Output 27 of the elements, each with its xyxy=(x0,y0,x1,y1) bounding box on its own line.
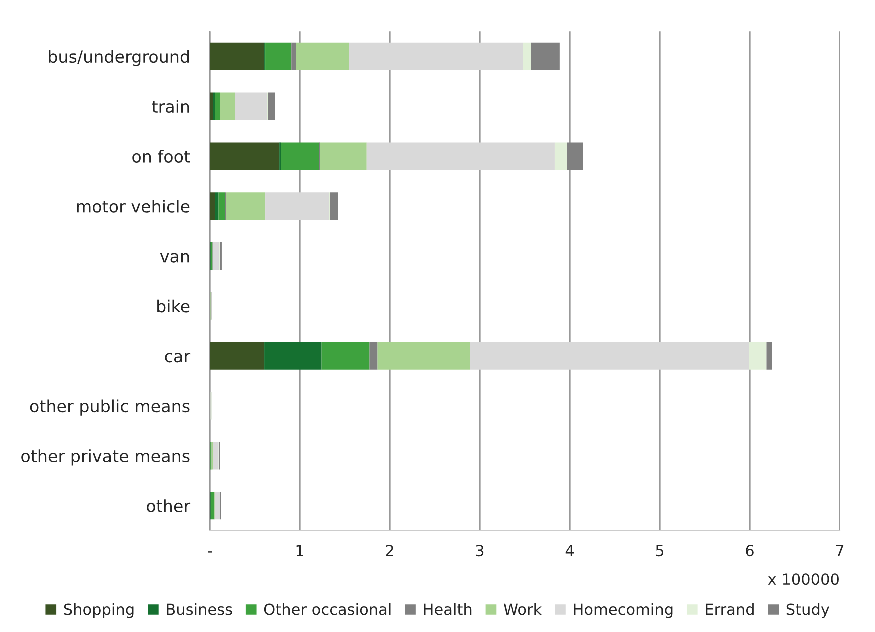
x-tick-label: 3 xyxy=(476,545,484,557)
legend-label: Health xyxy=(424,603,472,616)
y-tick-label: bus/underground xyxy=(49,50,190,66)
text: x 100000 xyxy=(768,574,839,586)
legend-label: Errand xyxy=(706,603,754,616)
legend-label: Shopping xyxy=(64,603,134,618)
y-tick-label: other xyxy=(147,500,191,512)
legend-label: Other occasional xyxy=(264,603,391,616)
x-tick-label: 1 xyxy=(296,545,304,556)
x-tick-label: - xyxy=(208,552,212,553)
y-tick-label: other private means xyxy=(22,450,190,466)
y-tick-label: car xyxy=(165,353,191,363)
y-tick-label: bike xyxy=(158,300,190,313)
x-tick-label: 5 xyxy=(656,545,664,557)
legend-label: Work xyxy=(504,603,542,616)
y-tick-label: train xyxy=(152,100,190,114)
x-tick-label: 2 xyxy=(386,545,394,556)
y-tick-label: on foot xyxy=(132,150,190,163)
x-tick-label: 7 xyxy=(836,545,844,556)
y-tick-label: other public means xyxy=(30,400,190,416)
x-tick-label: 4 xyxy=(566,545,574,556)
y-tick-label: motor vehicle xyxy=(77,200,190,213)
legend-label: Business xyxy=(167,603,232,616)
x-tick-label: 6 xyxy=(746,545,754,557)
legend-label: Homecoming xyxy=(574,603,673,618)
y-tick-label: van xyxy=(160,253,190,263)
legend-label: Study xyxy=(786,603,830,618)
